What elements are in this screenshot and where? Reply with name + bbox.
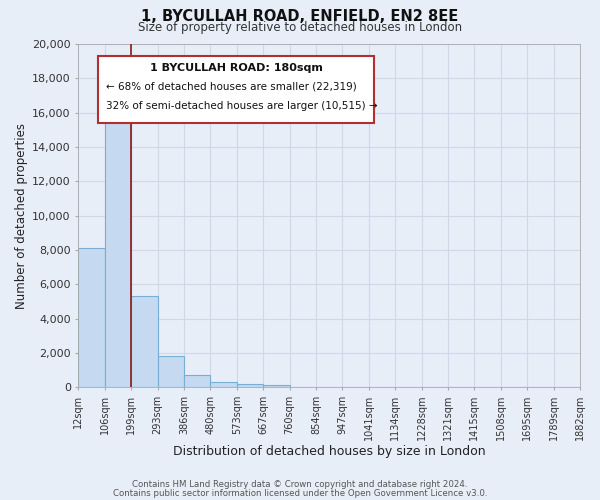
FancyBboxPatch shape	[98, 56, 374, 123]
Text: Contains public sector information licensed under the Open Government Licence v3: Contains public sector information licen…	[113, 488, 487, 498]
Bar	[158, 356, 184, 387]
Text: 1 BYCULLAH ROAD: 180sqm: 1 BYCULLAH ROAD: 180sqm	[150, 63, 323, 73]
Bar	[131, 296, 158, 387]
Text: Size of property relative to detached houses in London: Size of property relative to detached ho…	[138, 22, 462, 35]
Bar	[79, 248, 105, 387]
Text: Contains HM Land Registry data © Crown copyright and database right 2024.: Contains HM Land Registry data © Crown c…	[132, 480, 468, 489]
Bar	[263, 384, 290, 387]
Bar	[105, 104, 131, 387]
Bar	[237, 384, 263, 387]
Y-axis label: Number of detached properties: Number of detached properties	[15, 122, 28, 308]
Bar	[184, 375, 211, 387]
Text: ← 68% of detached houses are smaller (22,319): ← 68% of detached houses are smaller (22…	[106, 82, 357, 92]
Bar	[211, 382, 237, 387]
Text: 32% of semi-detached houses are larger (10,515) →: 32% of semi-detached houses are larger (…	[106, 100, 377, 110]
Text: 1, BYCULLAH ROAD, ENFIELD, EN2 8EE: 1, BYCULLAH ROAD, ENFIELD, EN2 8EE	[142, 9, 458, 24]
X-axis label: Distribution of detached houses by size in London: Distribution of detached houses by size …	[173, 444, 485, 458]
